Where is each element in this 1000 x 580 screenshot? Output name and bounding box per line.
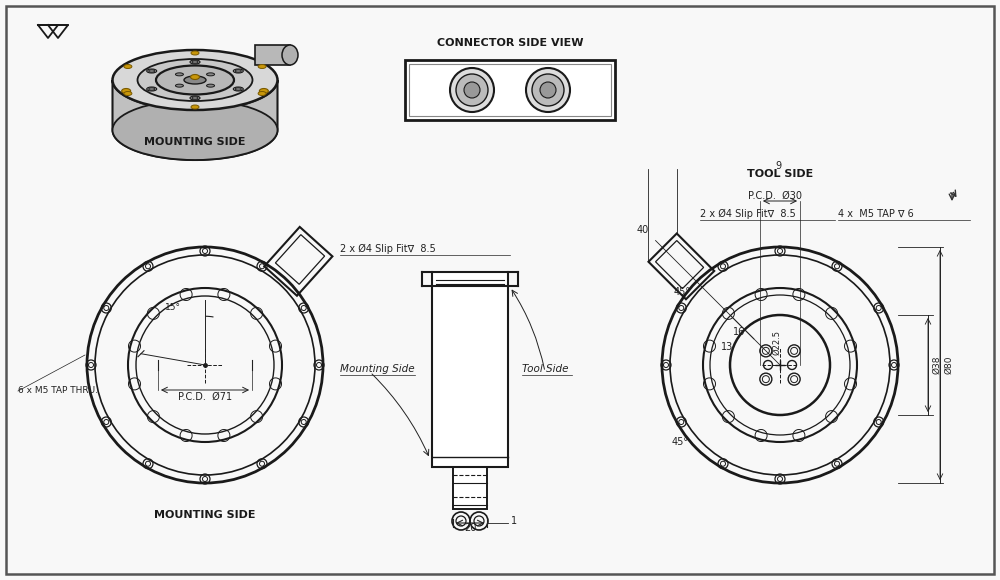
Text: 40: 40 (636, 224, 649, 235)
Ellipse shape (122, 89, 131, 93)
Text: 15°: 15° (165, 303, 181, 312)
Text: 45°: 45° (672, 437, 689, 447)
Ellipse shape (156, 66, 234, 95)
Text: 2 x Ø4 Slip Fit∇  8.5: 2 x Ø4 Slip Fit∇ 8.5 (340, 244, 436, 254)
Circle shape (532, 74, 564, 106)
Circle shape (456, 74, 488, 106)
Ellipse shape (175, 84, 183, 87)
Text: Tool Side: Tool Side (522, 364, 568, 374)
Ellipse shape (282, 45, 298, 65)
Text: P.C.D.  Ø71: P.C.D. Ø71 (178, 392, 232, 402)
Text: P.C.D.  Ø30: P.C.D. Ø30 (748, 191, 802, 201)
Ellipse shape (192, 97, 198, 99)
Text: MOUNTING SIDE: MOUNTING SIDE (154, 510, 256, 520)
Ellipse shape (112, 50, 278, 110)
FancyBboxPatch shape (6, 6, 994, 574)
Ellipse shape (138, 59, 252, 101)
Ellipse shape (235, 70, 241, 72)
PathPatch shape (112, 80, 278, 160)
Ellipse shape (112, 100, 278, 160)
Ellipse shape (258, 92, 266, 96)
Ellipse shape (124, 64, 132, 68)
Ellipse shape (190, 74, 200, 79)
Text: Ø22.5: Ø22.5 (772, 330, 781, 355)
Ellipse shape (184, 76, 206, 84)
Text: 6 x M5 TAP THRU.: 6 x M5 TAP THRU. (18, 386, 98, 395)
Bar (409, 64, 611, 116)
Ellipse shape (233, 69, 243, 73)
Text: 45°: 45° (674, 287, 691, 297)
Text: Ø38: Ø38 (932, 356, 941, 374)
Circle shape (526, 68, 570, 112)
Ellipse shape (235, 88, 241, 90)
Ellipse shape (207, 73, 215, 76)
Circle shape (450, 68, 494, 112)
Bar (255, 45, 290, 65)
Text: 1: 1 (511, 516, 517, 526)
Text: MOUNTING SIDE: MOUNTING SIDE (144, 137, 246, 147)
Ellipse shape (233, 87, 243, 91)
Ellipse shape (258, 64, 266, 68)
Text: 9: 9 (775, 161, 781, 171)
Circle shape (540, 82, 556, 98)
Ellipse shape (191, 105, 199, 109)
Bar (432, 272, 508, 467)
Ellipse shape (207, 84, 215, 87)
Text: 13: 13 (721, 342, 733, 352)
Text: 16: 16 (733, 327, 745, 337)
Text: Ø80: Ø80 (944, 356, 953, 374)
Circle shape (464, 82, 480, 98)
Text: 2 x Ø4 Slip Fit∇  8.5: 2 x Ø4 Slip Fit∇ 8.5 (700, 209, 796, 219)
Ellipse shape (190, 96, 200, 100)
Ellipse shape (149, 70, 155, 72)
Ellipse shape (147, 87, 157, 91)
Ellipse shape (190, 60, 200, 64)
Text: Mounting Side: Mounting Side (340, 364, 415, 374)
Ellipse shape (147, 69, 157, 73)
Text: TOOL SIDE: TOOL SIDE (747, 169, 813, 179)
Ellipse shape (175, 73, 183, 76)
Ellipse shape (192, 61, 198, 63)
Bar (405, 60, 615, 120)
Text: 20: 20 (464, 523, 476, 533)
Bar (453, 467, 487, 509)
Ellipse shape (191, 51, 199, 55)
Ellipse shape (149, 88, 155, 90)
Text: 4 x  M5 TAP ∇ 6: 4 x M5 TAP ∇ 6 (838, 209, 914, 219)
Text: CONNECTOR SIDE VIEW: CONNECTOR SIDE VIEW (437, 38, 583, 48)
Ellipse shape (124, 92, 132, 96)
Ellipse shape (259, 89, 268, 93)
